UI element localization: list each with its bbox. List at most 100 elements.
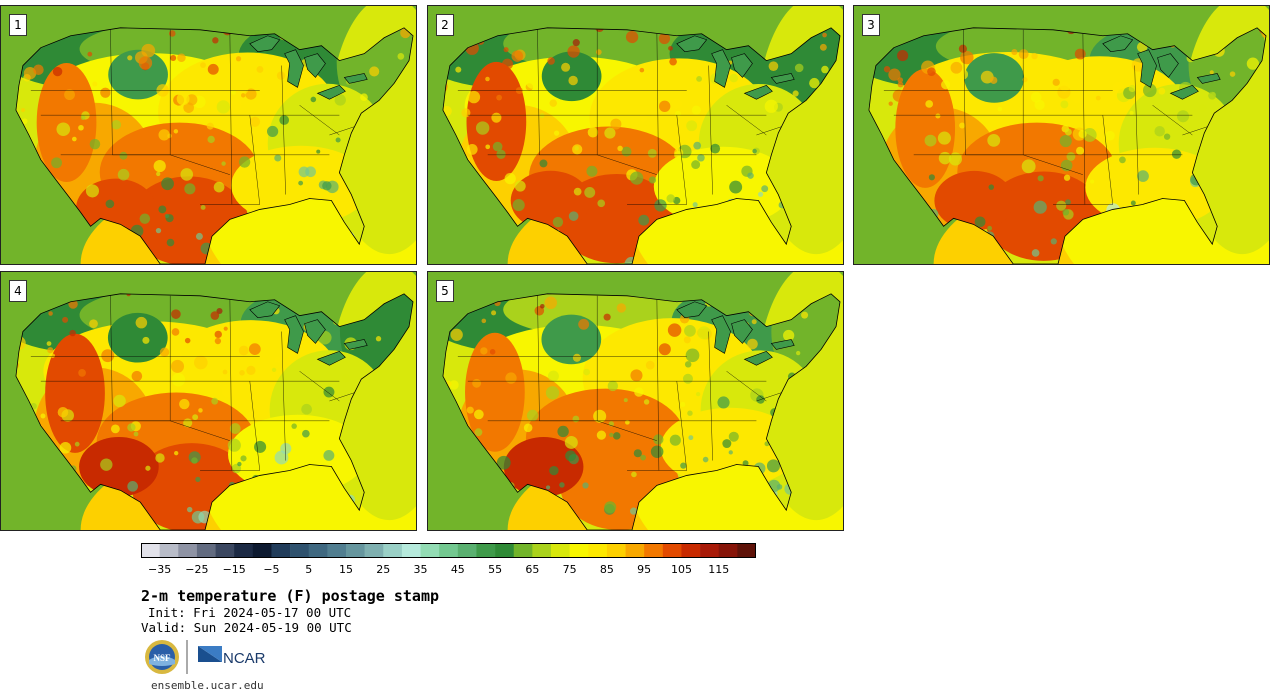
stamp-label: 4 [9,280,27,302]
colorbar-tick-label: 25 [376,563,391,576]
state-border [281,331,286,461]
state-border [299,105,340,136]
stamp-panel-1: 1 [0,5,417,265]
colorbar-swatch [215,543,235,558]
state-border [229,299,233,471]
colorbar-swatch [718,543,738,558]
colorbar-swatch [271,543,291,558]
state-border [676,381,687,471]
sponsor-logos: NSF NCAR [145,640,266,674]
great-lake [1157,53,1179,78]
great-lake [284,49,304,88]
colorbar-swatch [364,543,384,558]
great-lake [711,49,731,88]
state-border [726,371,767,402]
great-lake [249,35,281,52]
great-lake [1137,49,1157,88]
state-border [539,420,657,441]
coastline [15,293,414,530]
colorbar-swatch [439,543,459,558]
website-url: ensemble.ucar.edu [151,679,264,692]
colorbar-tick-label: 115 [708,563,730,576]
state-border [249,381,260,471]
plot-title: 2-m temperature (F) postage stamp [141,587,440,605]
colorbar-swatch [476,543,496,558]
great-lake [316,85,346,100]
stamp-label: 2 [436,14,454,36]
colorbar-swatch [606,543,626,558]
state-border [281,65,286,195]
state-border [1134,65,1139,195]
state-border [1152,105,1193,136]
temperature-colorbar [141,543,756,558]
state-border [229,33,233,205]
colorbar-tick-label: 105 [670,563,692,576]
colorbar-tick-label: 95 [637,563,652,576]
colorbar-tick-label: 55 [488,563,503,576]
temp-region [541,314,602,365]
state-border [656,299,660,471]
great-lake [731,53,753,78]
coastline [15,27,414,264]
state-border [1082,33,1086,205]
colorbar-swatch [551,543,570,558]
temperature-map-5 [428,272,843,530]
great-lake [770,73,795,84]
great-lake [316,351,346,366]
state-border [537,27,540,155]
temperature-map-1 [1,6,416,264]
colorbar-tick-label: 65 [525,563,540,576]
temp-region [107,312,168,363]
great-lake [284,315,304,354]
state-border [537,293,540,421]
colorbar-swatch [252,543,272,558]
great-lake [1102,35,1134,52]
state-border [965,154,1083,175]
state-border [112,154,230,175]
colorbar-tick-label: 35 [413,563,428,576]
colorbar-swatch [495,543,515,558]
colorbar-swatch [327,543,347,558]
coastline [868,27,1267,264]
colorbar-swatch [681,543,701,558]
colorbar-swatch [700,543,720,558]
land-temperature [442,27,841,264]
temperature-map-3 [854,6,1269,264]
state-border [963,27,966,155]
colorbar-tick-label: −25 [185,563,209,576]
nsf-logo-text: NSF [153,653,171,663]
great-lake [676,301,708,318]
temp-region [1085,147,1225,228]
great-lake [711,315,731,354]
nsf-logo-icon: NSF [145,640,179,674]
great-lake [743,351,773,366]
ncar-logo-icon: NCAR [198,646,266,667]
colorbar-tick-label: −15 [222,563,246,576]
colorbar-tick-label: 15 [339,563,353,576]
ncar-logo-text: NCAR [223,650,266,667]
colorbar-tick-label: −5 [263,563,280,576]
colorbar-swatch [588,543,608,558]
colorbar-border [141,543,756,558]
stamp-panel-2: 2 [427,5,844,265]
state-border [708,331,713,461]
stamp-label: 1 [9,14,27,36]
colorbar-swatch [159,543,179,558]
state-border [1102,115,1113,205]
colorbar-swatch [644,543,664,558]
colorbar-swatch [196,543,216,558]
temp-region [503,437,584,497]
stamp-panel-5: 5 [427,271,844,531]
temp-region [934,170,1015,231]
temp-region [108,49,168,100]
great-lake [249,301,281,318]
great-lake [1196,73,1221,84]
state-border [299,371,340,402]
colorbar-swatch [383,543,403,558]
valid-time: Valid: Sun 2024-05-19 00 UTC [141,620,352,635]
colorbar-swatch [457,543,477,558]
state-border [656,33,660,205]
stamp-label: 3 [862,14,880,36]
colorbar-swatch [234,543,254,558]
temp-region [79,436,159,497]
